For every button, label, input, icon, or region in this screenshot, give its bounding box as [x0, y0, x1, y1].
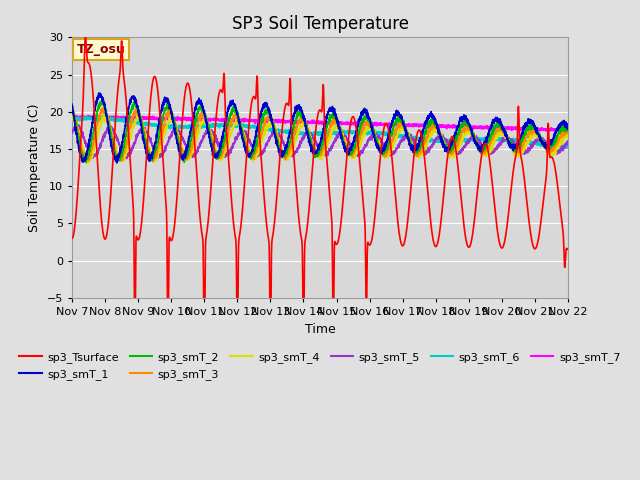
Line: sp3_Tsurface: sp3_Tsurface [72, 36, 568, 371]
sp3_smT_4 [154, 151, 162, 156]
sp3_Tsurface [200, 368, 208, 374]
sp3_smT_7 [79, 113, 86, 119]
sp3_smT_1 [154, 126, 162, 132]
sp3_Tsurface [125, 134, 132, 140]
sp3_smT_2 [68, 101, 76, 107]
sp3_Tsurface [555, 191, 563, 197]
sp3_smT_3 [280, 152, 288, 158]
sp3_smT_2 [154, 136, 162, 142]
sp3_smT_6 [501, 136, 509, 142]
sp3_smT_5 [75, 122, 83, 128]
sp3_smT_3 [564, 128, 572, 134]
sp3_Tsurface [68, 236, 76, 241]
sp3_smT_3 [68, 103, 76, 109]
sp3_smT_4 [69, 110, 77, 116]
sp3_smT_7 [154, 116, 162, 121]
sp3_smT_2 [501, 131, 509, 137]
sp3_smT_5 [154, 152, 162, 158]
Line: sp3_smT_4: sp3_smT_4 [72, 113, 568, 164]
Line: sp3_smT_5: sp3_smT_5 [72, 125, 568, 158]
sp3_smT_7 [68, 114, 76, 120]
sp3_smT_5 [280, 142, 288, 148]
Text: TZ_osu: TZ_osu [77, 43, 125, 56]
sp3_smT_7 [280, 118, 288, 124]
sp3_smT_2 [82, 160, 90, 166]
sp3_smT_7 [259, 118, 266, 123]
sp3_smT_7 [555, 127, 563, 132]
sp3_smT_3 [555, 138, 563, 144]
sp3_smT_7 [564, 126, 572, 132]
sp3_smT_4 [501, 135, 509, 141]
sp3_smT_4 [564, 132, 572, 138]
sp3_smT_1 [125, 104, 132, 110]
sp3_smT_4 [555, 142, 563, 147]
Title: SP3 Soil Temperature: SP3 Soil Temperature [232, 15, 408, 33]
sp3_smT_6 [555, 144, 563, 150]
Line: sp3_smT_2: sp3_smT_2 [72, 98, 568, 163]
sp3_smT_4 [68, 110, 76, 116]
sp3_smT_1 [280, 148, 288, 154]
Line: sp3_smT_1: sp3_smT_1 [72, 93, 568, 163]
sp3_Tsurface [154, 92, 162, 97]
sp3_Tsurface [501, 236, 509, 241]
sp3_smT_4 [125, 138, 132, 144]
Line: sp3_smT_7: sp3_smT_7 [72, 116, 568, 132]
sp3_smT_2 [280, 153, 288, 158]
sp3_smT_1 [68, 101, 76, 107]
sp3_smT_6 [259, 124, 266, 130]
sp3_smT_6 [125, 118, 132, 123]
sp3_smT_5 [564, 140, 572, 145]
sp3_smT_4 [84, 161, 92, 167]
sp3_smT_5 [125, 151, 132, 157]
sp3_Tsurface [259, 173, 266, 179]
sp3_smT_3 [154, 145, 162, 151]
sp3_smT_3 [259, 128, 266, 134]
sp3_smT_7 [125, 115, 132, 121]
sp3_smT_4 [259, 136, 266, 142]
sp3_smT_6 [154, 122, 162, 128]
sp3_smT_5 [68, 129, 76, 135]
sp3_smT_2 [125, 114, 132, 120]
Line: sp3_smT_3: sp3_smT_3 [72, 106, 568, 162]
sp3_smT_2 [564, 127, 572, 132]
sp3_smT_5 [555, 150, 563, 156]
sp3_Tsurface [81, 34, 89, 39]
sp3_smT_5 [259, 147, 266, 153]
sp3_smT_2 [99, 96, 106, 101]
sp3_smT_6 [68, 115, 76, 120]
sp3_Tsurface [564, 247, 572, 252]
sp3_smT_7 [556, 129, 564, 134]
sp3_smT_1 [555, 122, 563, 128]
sp3_smT_6 [103, 114, 111, 120]
sp3_smT_6 [280, 128, 288, 134]
sp3_smT_6 [564, 144, 572, 150]
sp3_smT_3 [501, 131, 509, 136]
sp3_smT_7 [501, 127, 509, 132]
sp3_smT_5 [123, 156, 131, 161]
sp3_smT_2 [555, 132, 563, 137]
sp3_smT_1 [96, 90, 104, 96]
sp3_smT_3 [125, 132, 132, 137]
sp3_smT_4 [280, 153, 288, 158]
X-axis label: Time: Time [305, 323, 335, 336]
sp3_smT_6 [563, 145, 570, 151]
Y-axis label: Soil Temperature (C): Soil Temperature (C) [28, 103, 41, 232]
Legend: sp3_Tsurface, sp3_smT_1, sp3_smT_2, sp3_smT_3, sp3_smT_4, sp3_smT_5, sp3_smT_6, : sp3_Tsurface, sp3_smT_1, sp3_smT_2, sp3_… [15, 348, 625, 384]
sp3_smT_3 [150, 159, 157, 165]
sp3_Tsurface [280, 110, 288, 116]
sp3_smT_1 [564, 125, 572, 131]
sp3_smT_2 [259, 119, 266, 124]
Line: sp3_smT_6: sp3_smT_6 [72, 117, 568, 148]
sp3_smT_1 [113, 160, 121, 166]
sp3_smT_5 [501, 136, 509, 142]
sp3_smT_1 [501, 130, 509, 136]
sp3_smT_1 [259, 105, 266, 111]
